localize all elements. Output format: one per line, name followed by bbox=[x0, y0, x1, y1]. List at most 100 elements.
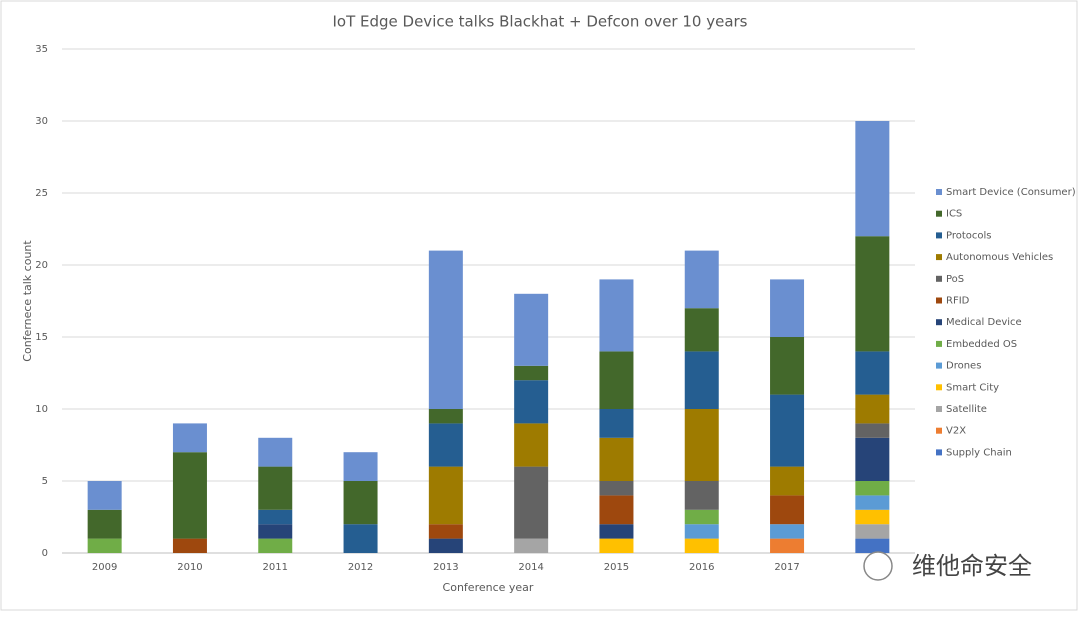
bar-segment bbox=[514, 293, 549, 366]
bar-segment bbox=[599, 495, 634, 525]
bar-segment bbox=[258, 437, 293, 467]
bar-segment bbox=[684, 308, 719, 352]
legend-label: Drones bbox=[946, 361, 981, 372]
bar-segment bbox=[258, 524, 293, 539]
bar-segment bbox=[343, 481, 378, 525]
bar-segment bbox=[684, 538, 719, 553]
bar-segment bbox=[172, 538, 207, 553]
legend-swatch bbox=[936, 189, 942, 195]
legend-label: RFID bbox=[946, 296, 970, 307]
bar-segment bbox=[684, 481, 719, 510]
y-tick-label: 20 bbox=[35, 260, 48, 271]
watermark-icon bbox=[863, 551, 893, 581]
bar-segment bbox=[599, 409, 634, 438]
legend-swatch bbox=[936, 254, 942, 261]
legend-label: Medical Device bbox=[946, 317, 1022, 328]
bar-segment bbox=[258, 538, 293, 553]
legend-swatch bbox=[936, 384, 942, 391]
bar-segment bbox=[428, 409, 463, 424]
bar-segment bbox=[855, 509, 890, 525]
legend-label: PoS bbox=[946, 274, 964, 285]
bar-segment bbox=[87, 481, 122, 510]
legend-label: ICS bbox=[946, 209, 962, 220]
bar-segment bbox=[770, 337, 805, 395]
legend-label: Autonomous Vehicles bbox=[946, 252, 1053, 263]
bar-segment bbox=[514, 423, 549, 467]
bar-segment bbox=[770, 495, 805, 525]
bar-segment bbox=[514, 538, 549, 553]
y-tick-label: 30 bbox=[35, 116, 48, 127]
x-tick-label: 2016 bbox=[689, 562, 714, 573]
watermark-text: 维他命安全 bbox=[912, 552, 1032, 580]
legend-label: Supply Chain bbox=[946, 447, 1012, 458]
bar-segment bbox=[514, 380, 549, 424]
bar-segment bbox=[684, 250, 719, 309]
legend-swatch bbox=[936, 297, 942, 304]
bar-segment bbox=[428, 538, 463, 553]
bar-segment bbox=[428, 466, 463, 525]
y-tick-label: 25 bbox=[35, 188, 48, 199]
bar-segment bbox=[855, 437, 890, 481]
chart-title: IoT Edge Device talks Blackhat + Defcon … bbox=[332, 13, 747, 31]
bar-segment bbox=[684, 351, 719, 409]
bar-segment bbox=[855, 538, 890, 553]
bar-segment bbox=[770, 538, 805, 553]
bar-segment bbox=[599, 538, 634, 553]
bar-segment bbox=[855, 121, 890, 237]
y-axis-title: Confernece talk count bbox=[21, 240, 34, 362]
legend-swatch bbox=[936, 406, 942, 412]
bar-segment bbox=[258, 466, 293, 510]
legend-swatch bbox=[936, 319, 942, 326]
bar-segment bbox=[599, 481, 634, 496]
bar-segment bbox=[684, 409, 719, 481]
bar-segment bbox=[343, 452, 378, 481]
x-tick-label: 2009 bbox=[92, 562, 117, 573]
x-tick-label: 2014 bbox=[518, 562, 543, 573]
bar-segment bbox=[599, 524, 634, 539]
bar-segment bbox=[684, 509, 719, 525]
legend-label: Satellite bbox=[946, 404, 987, 415]
watermark: 维他命安全 bbox=[863, 551, 1032, 581]
bar-segment bbox=[428, 423, 463, 467]
bar-segment bbox=[855, 423, 890, 438]
x-axis-title: Conference year bbox=[443, 581, 534, 594]
legend-swatch bbox=[936, 275, 942, 282]
legend-swatch bbox=[936, 340, 942, 347]
bar-segment bbox=[428, 250, 463, 409]
bar-segment bbox=[855, 524, 890, 539]
y-tick-label: 35 bbox=[35, 44, 48, 55]
bar-segment bbox=[599, 279, 634, 352]
y-tick-label: 10 bbox=[35, 404, 48, 415]
bar-segment bbox=[428, 524, 463, 539]
x-tick-label: 2015 bbox=[604, 562, 629, 573]
bar-segment bbox=[855, 351, 890, 395]
bar-segment bbox=[514, 365, 549, 381]
legend-label: V2X bbox=[946, 426, 966, 437]
x-tick-label: 2017 bbox=[774, 562, 799, 573]
y-tick-label: 0 bbox=[42, 548, 48, 559]
bar-segment bbox=[87, 538, 122, 553]
legend-swatch bbox=[936, 427, 942, 434]
bar-segment bbox=[599, 351, 634, 409]
bar-segment bbox=[770, 394, 805, 467]
bar-segment bbox=[684, 524, 719, 539]
bar-segment bbox=[770, 279, 805, 337]
bar-segment bbox=[343, 524, 378, 553]
legend-label: Embedded OS bbox=[946, 339, 1017, 350]
legend-swatch bbox=[936, 232, 942, 239]
y-tick-label: 5 bbox=[42, 476, 48, 487]
legend-label: Protocols bbox=[946, 230, 992, 241]
bar-segment bbox=[514, 466, 549, 539]
legend-swatch bbox=[936, 362, 942, 369]
legend-label: Smart City bbox=[946, 382, 999, 393]
bar-segment bbox=[599, 437, 634, 481]
bar-segment bbox=[770, 524, 805, 539]
bar-segment bbox=[87, 509, 122, 539]
bar-segment bbox=[258, 509, 293, 525]
x-tick-label: 2010 bbox=[177, 562, 202, 573]
bar-segment bbox=[855, 394, 890, 424]
bar-segment bbox=[770, 466, 805, 496]
legend-swatch bbox=[936, 449, 942, 456]
legend-label: Smart Device (Consumer) bbox=[946, 187, 1076, 198]
